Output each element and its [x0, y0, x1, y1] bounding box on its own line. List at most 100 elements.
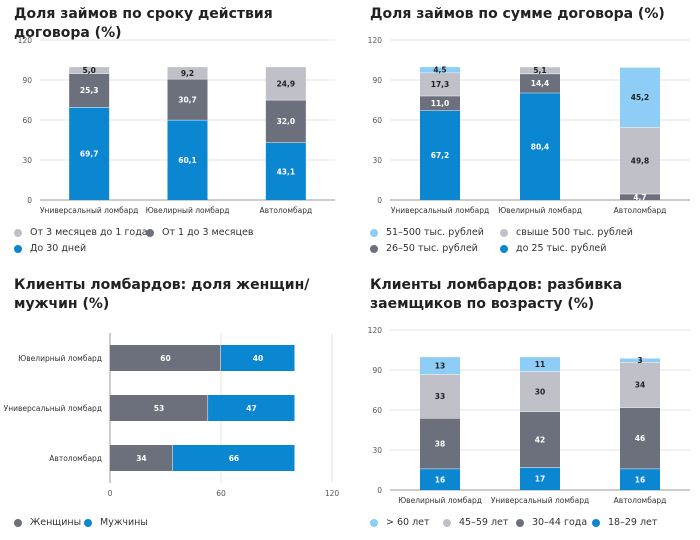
x-tick-label: Автоломбард — [614, 496, 667, 505]
bar-segment — [420, 356, 460, 374]
chart-amount: 0 30 60 90 120 67,2 11,0 17,3 4,5 Универсальный л… — [368, 36, 690, 215]
data-label: 69,7 — [80, 150, 99, 159]
y-tick-label: 60 — [372, 406, 382, 415]
legend-label: 51–500 тыс. рублей — [386, 227, 484, 238]
bar-segment — [520, 356, 560, 372]
legend-marker — [14, 518, 22, 527]
bar-segment — [265, 142, 306, 200]
data-label: 5,0 — [83, 66, 96, 75]
bar-segment — [110, 395, 209, 421]
bar-segment — [620, 468, 660, 490]
legend-item: 18–29 лет — [592, 517, 657, 528]
legend-marker — [500, 228, 508, 237]
data-label: 3 — [637, 356, 642, 365]
data-label: 24,9 — [277, 79, 296, 88]
legend-label: До 30 дней — [30, 243, 87, 254]
data-label: 13 — [435, 361, 445, 370]
legend-label: 26–50 тыс. рублей — [386, 243, 478, 254]
y-tick-label: 60 — [22, 116, 32, 125]
legend-label: Женщины — [30, 517, 82, 528]
legend-label: Мужчины — [100, 517, 148, 528]
bar-segment — [69, 66, 110, 74]
bar-segment — [620, 358, 660, 362]
y-tick-label: Ювелирный ломбард — [18, 354, 102, 363]
legend-item: До 30 дней — [14, 243, 86, 254]
bar-segment — [520, 66, 560, 74]
legend-marker — [146, 228, 154, 237]
chart-title-term: Доля займов по сроку действия договора (… — [14, 6, 273, 41]
data-label: 34 — [136, 454, 146, 463]
legend-item: Мужчины — [84, 517, 148, 528]
data-label: 4,5 — [433, 66, 446, 75]
x-tick-label: Автоломбард — [614, 206, 667, 215]
legend-item: до 25 тыс. рублей — [500, 243, 606, 254]
y-tick-label: 60 — [372, 116, 382, 125]
y-tick-label: 90 — [22, 76, 32, 85]
y-tick-label: 30 — [372, 446, 382, 455]
y-tick-label: 0 — [27, 196, 32, 205]
data-label: 60,1 — [178, 156, 197, 165]
bar-segment — [265, 66, 306, 100]
data-label: 17,3 — [431, 80, 450, 89]
bar-segment — [520, 467, 560, 490]
data-label: 67,2 — [431, 151, 450, 160]
bar-segment — [69, 73, 110, 108]
legend-marker — [370, 518, 378, 527]
bar-segment — [420, 468, 460, 490]
chart-title-gender: Клиенты ломбардов: доля женщин/мужчин (%… — [14, 277, 310, 312]
legend-age: > 60 лет 45–59 лет 30–44 года 18–29 лет — [370, 517, 695, 533]
legend-marker — [516, 518, 524, 527]
data-label: 42 — [535, 435, 545, 444]
legend-amount: 51–500 тыс. рублей свыше 500 тыс. рублей 2… — [370, 227, 695, 263]
legend-item: 45–59 лет — [443, 517, 508, 528]
legend-gender: Женщины Мужчины — [14, 517, 344, 533]
legend-item: > 60 лет — [370, 517, 430, 528]
bar-segment — [420, 418, 460, 469]
data-label: 11 — [535, 360, 545, 369]
data-label: 17 — [535, 475, 545, 484]
y-tick-label: 90 — [372, 76, 382, 85]
bar-segment — [620, 362, 660, 408]
data-label: 53 — [154, 404, 164, 413]
bar-segment — [172, 445, 295, 471]
data-label: 66 — [229, 454, 239, 463]
data-label: 4,7 — [633, 193, 646, 202]
bar-segment — [420, 66, 460, 73]
chart-title-amount: Доля займов по сумме договора (%) — [370, 6, 665, 22]
legend-label: От 3 месяцев до 1 года — [30, 227, 148, 238]
bar-segment — [167, 78, 208, 120]
x-tick-label: 0 — [108, 489, 113, 498]
data-label: 25,3 — [80, 86, 99, 95]
legend-item: 26–50 тыс. рублей — [370, 243, 478, 254]
x-tick-label: Универсальный ломбард — [40, 206, 138, 215]
data-label: 33 — [435, 392, 445, 401]
data-label: 45,2 — [631, 93, 650, 102]
y-tick-label: 0 — [377, 486, 382, 495]
data-label: 5,1 — [533, 66, 546, 75]
data-label: 40 — [253, 354, 263, 363]
legend-marker — [84, 518, 92, 527]
data-label: 34 — [635, 381, 645, 390]
bar-segment — [520, 371, 560, 412]
bar-segment — [620, 193, 660, 200]
legend-label: свыше 500 тыс. рублей — [516, 227, 633, 238]
data-label: 49,8 — [631, 157, 650, 166]
legend-label: > 60 лет — [386, 517, 430, 528]
data-label: 80,4 — [531, 142, 550, 151]
legend-marker — [592, 518, 600, 527]
bar-segment — [110, 445, 173, 471]
bar-segment — [167, 119, 208, 200]
bar-segment — [167, 66, 208, 79]
data-label: 30 — [535, 387, 545, 396]
data-label: 16 — [635, 475, 645, 484]
x-tick-label: Автоломбард — [259, 206, 312, 215]
data-label: 30,7 — [178, 95, 197, 104]
bar-segment — [620, 67, 660, 128]
x-tick-label: Универсальный ломбард — [391, 206, 489, 215]
bar-segment — [420, 110, 460, 200]
data-label: 14,4 — [531, 79, 550, 88]
data-label: 60 — [160, 354, 170, 363]
legend-label: 18–29 лет — [608, 517, 658, 528]
data-label: 46 — [635, 434, 645, 443]
bar-segment — [420, 72, 460, 96]
